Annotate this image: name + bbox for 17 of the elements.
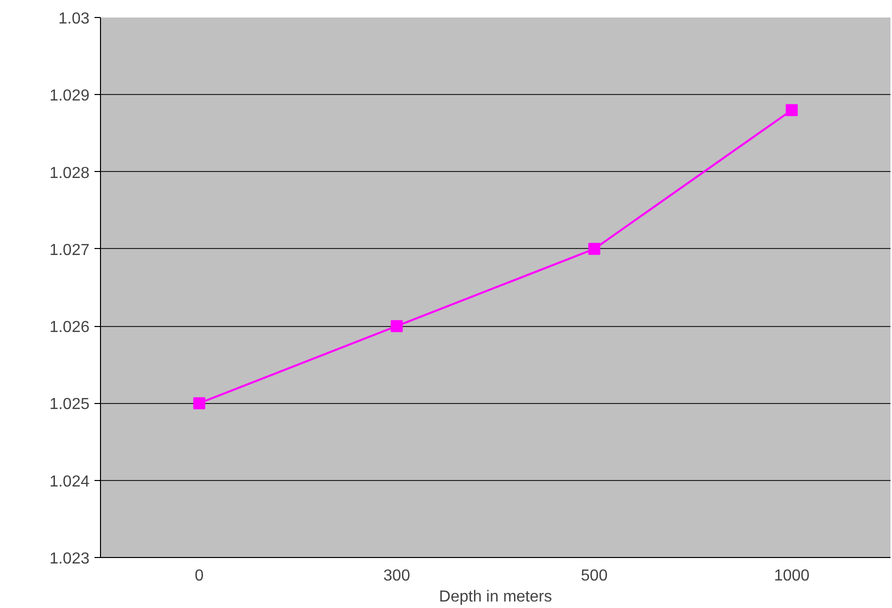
point bbox=[390, 320, 403, 332]
point bbox=[193, 397, 206, 410]
y-tick-label: 1.027 bbox=[49, 242, 90, 259]
x-tick-label: 300 bbox=[383, 568, 410, 584]
y-tick-label: 1.026 bbox=[49, 319, 90, 336]
y-tick-label: 1.029 bbox=[49, 88, 90, 105]
y-tick-label: 1.024 bbox=[49, 473, 90, 490]
x-tick-label: 1000 bbox=[774, 568, 810, 584]
x-tick-label: 0 bbox=[194, 568, 204, 584]
y-tick-label: 1.025 bbox=[49, 396, 90, 414]
y-tick-label: 1.03 bbox=[58, 10, 90, 28]
x-tick-label: 500 bbox=[580, 568, 608, 584]
x-axis-title: Depth in meters bbox=[439, 588, 552, 606]
y-tick-label: 1.023 bbox=[49, 550, 90, 568]
point bbox=[588, 242, 600, 255]
y-tick-label: 1.028 bbox=[49, 164, 90, 182]
point bbox=[786, 104, 798, 116]
